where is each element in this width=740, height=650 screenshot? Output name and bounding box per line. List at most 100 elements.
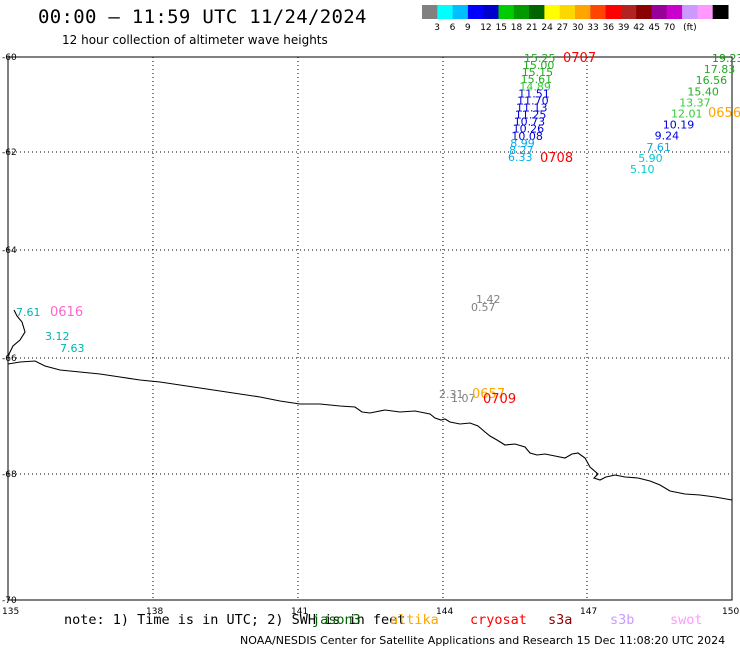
- legend-label: 15: [496, 23, 507, 33]
- legend-label: 39: [618, 23, 630, 33]
- track-a-labels: 15.2515.0015.1515.6114.8911.5111.7011.13…: [508, 52, 556, 164]
- wave-height-label: 10.73: [514, 116, 546, 129]
- pass-time-label: 0709: [483, 392, 516, 407]
- grid-lines: [8, 57, 732, 600]
- wave-height-label: 15.61: [521, 73, 553, 86]
- legend-swatch: [651, 5, 668, 19]
- legend-swatch: [682, 5, 698, 19]
- wave-height-label: 10.19: [663, 119, 695, 132]
- legend-label: 30: [572, 23, 584, 33]
- wave-height-label: 3.12: [45, 330, 70, 343]
- lat-label: -66: [2, 354, 17, 364]
- track-b-labels: 19.2317.8316.5615.4013.3712.0110.199.247…: [630, 52, 740, 176]
- wave-height-label: 11.25: [515, 109, 547, 122]
- lon-label: 135: [2, 607, 19, 617]
- pass-time-label: 0656: [708, 106, 740, 121]
- satellite-s3a: s3a: [548, 612, 573, 628]
- wave-height-label: 1.07: [451, 392, 476, 405]
- legend-label: 27: [557, 23, 568, 33]
- legend-label: 9: [465, 23, 471, 33]
- legend-swatch: [452, 5, 469, 19]
- wave-height-label: 6.33: [508, 151, 533, 164]
- wave-height-label: 15.40: [687, 85, 719, 98]
- wave-height-label: 5.90: [638, 152, 663, 165]
- lat-label: -68: [2, 470, 17, 480]
- legend-label: 33: [587, 23, 598, 33]
- wave-height-label: 10.08: [511, 130, 543, 143]
- satellite-altika: altika: [390, 612, 439, 628]
- wave-height-label: 8.99: [510, 137, 535, 150]
- pass-time-label: 0616: [50, 305, 83, 320]
- note-text: note: 1) Time is in UTC; 2) SWH is in fe…: [64, 612, 406, 628]
- wave-height-label: 19.23: [712, 52, 740, 65]
- wave-height-label: 9.24: [655, 130, 680, 143]
- legend-swatch: [620, 5, 637, 19]
- legend-label: 6: [450, 23, 456, 33]
- legend-label: 18: [511, 23, 523, 33]
- wave-height-label: 17.83: [704, 63, 736, 76]
- wave-height-label: 15.15: [522, 66, 554, 79]
- legend-label: (ft): [683, 23, 697, 33]
- lat-label: -70: [2, 596, 17, 606]
- legend-swatch: [437, 5, 454, 19]
- wave-height-label: 11.70: [517, 94, 549, 107]
- color-scale-legend: 3 6 9 12 15 18 21 24 27 30 33 36 39 42 45 70 (ft): [422, 5, 729, 33]
- legend-swatch: [467, 5, 484, 19]
- wave-height-label: 0.57: [471, 301, 496, 314]
- coastline: [7, 309, 733, 501]
- legend-label: 42: [633, 23, 644, 33]
- legend-swatch: [513, 5, 530, 19]
- satellite-jason3: jason3: [312, 612, 361, 628]
- satellite-swot: swot: [670, 612, 703, 628]
- legend-swatch: [544, 5, 561, 19]
- wave-height-label: 15.25: [524, 52, 556, 65]
- legend-swatch: [712, 5, 729, 19]
- lat-label: -64: [2, 246, 17, 256]
- legend-swatch: [590, 5, 607, 19]
- bottom-note: note: 1) Time is in UTC; 2) SWH is in fe…: [64, 612, 405, 628]
- wave-height-label: 5.10: [630, 163, 655, 176]
- chart-subtitle: 12 hour collection of altimeter wave hei…: [62, 33, 328, 47]
- lat-label: -60: [2, 53, 17, 63]
- legend-swatch: [529, 5, 545, 19]
- legend-label: 21: [526, 23, 537, 33]
- pass-time-label: 0657: [472, 387, 505, 402]
- legend-swatch: [498, 5, 515, 19]
- wave-height-label: 11.51: [518, 87, 550, 100]
- legend-swatch: [559, 5, 576, 19]
- legend-label: 24: [541, 23, 553, 33]
- legend-swatch: [575, 5, 591, 19]
- wave-height-label: 15.00: [523, 59, 555, 72]
- lat-label: -62: [2, 148, 17, 158]
- legend-label: 3: [434, 23, 440, 33]
- legend-swatch: [697, 5, 714, 19]
- lon-label: 138: [146, 607, 163, 617]
- legend-label: 12: [480, 23, 491, 33]
- wave-height-label: 14.89: [519, 80, 551, 93]
- lon-label: 141: [291, 607, 308, 617]
- wave-height-label: 7.61: [16, 306, 41, 319]
- legend-swatch: [483, 5, 499, 19]
- wave-height-label: 2.31: [439, 388, 464, 401]
- pass-time-label: 0708: [540, 151, 573, 166]
- legend-swatch: [666, 5, 683, 19]
- lon-label: 150: [722, 607, 739, 617]
- wave-height-label: 13.37: [679, 96, 711, 109]
- pass-time-label: 0707: [563, 51, 596, 66]
- legend-swatch: [605, 5, 622, 19]
- satellite-legend: jason3 altika cryosat s3a s3b swot: [0, 612, 740, 630]
- map-frame: [7, 56, 733, 601]
- lon-label: 144: [436, 607, 453, 617]
- legend-swatch: [636, 5, 652, 19]
- legend-label: 70: [664, 23, 676, 33]
- wave-height-label: 12.01: [671, 108, 703, 121]
- lon-label: 147: [580, 607, 597, 617]
- chart-title: 00:00 – 11:59 UTC 11/24/2024: [38, 6, 367, 28]
- wave-height-label: 10.26: [513, 123, 545, 136]
- satellite-s3b: s3b: [610, 612, 635, 628]
- satellite-cryosat: cryosat: [470, 612, 527, 628]
- legend-label: 36: [603, 23, 615, 33]
- wave-height-label: 8.27: [509, 144, 533, 157]
- legend-swatch: [422, 5, 438, 19]
